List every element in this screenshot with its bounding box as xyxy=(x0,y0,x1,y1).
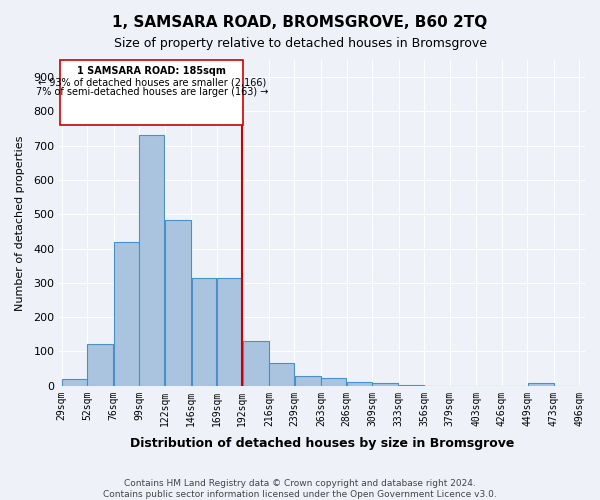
Text: Contains public sector information licensed under the Open Government Licence v3: Contains public sector information licen… xyxy=(103,490,497,499)
Text: 1 SAMSARA ROAD: 185sqm: 1 SAMSARA ROAD: 185sqm xyxy=(77,66,226,76)
Bar xyxy=(347,382,372,386)
Bar xyxy=(139,136,164,386)
Bar xyxy=(165,220,191,386)
Bar xyxy=(217,278,242,386)
Text: Contains HM Land Registry data © Crown copyright and database right 2024.: Contains HM Land Registry data © Crown c… xyxy=(124,478,476,488)
Bar xyxy=(295,376,321,386)
Bar xyxy=(114,242,139,386)
Bar xyxy=(88,344,113,386)
Bar xyxy=(269,364,294,386)
FancyBboxPatch shape xyxy=(61,60,244,125)
Bar xyxy=(191,278,217,386)
Bar xyxy=(321,378,346,386)
X-axis label: Distribution of detached houses by size in Bromsgrove: Distribution of detached houses by size … xyxy=(130,437,514,450)
Text: ← 93% of detached houses are smaller (2,166): ← 93% of detached houses are smaller (2,… xyxy=(38,77,266,87)
Text: Size of property relative to detached houses in Bromsgrove: Size of property relative to detached ho… xyxy=(113,38,487,51)
Bar xyxy=(372,383,398,386)
Text: 1, SAMSARA ROAD, BROMSGROVE, B60 2TQ: 1, SAMSARA ROAD, BROMSGROVE, B60 2TQ xyxy=(112,15,488,30)
Bar xyxy=(399,384,424,386)
Bar xyxy=(242,341,269,386)
Text: 7% of semi-detached houses are larger (163) →: 7% of semi-detached houses are larger (1… xyxy=(36,88,268,98)
Y-axis label: Number of detached properties: Number of detached properties xyxy=(15,135,25,310)
Bar xyxy=(62,379,87,386)
Bar xyxy=(527,383,554,386)
